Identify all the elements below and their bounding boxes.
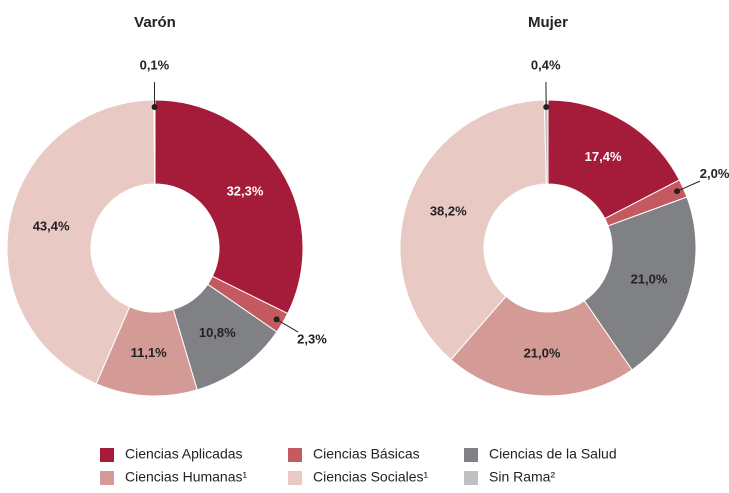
slice bbox=[155, 100, 303, 314]
value-label: 2,0% bbox=[700, 166, 729, 181]
leader-dot bbox=[543, 104, 549, 110]
legend-swatch bbox=[288, 471, 302, 485]
value-label: 0,4% bbox=[531, 57, 561, 72]
value-label: 21,0% bbox=[631, 272, 668, 287]
chart-title: Varón bbox=[134, 14, 176, 31]
leader-dot bbox=[152, 104, 158, 110]
value-label: 10,8% bbox=[199, 325, 236, 340]
leader-dot bbox=[674, 188, 680, 194]
value-label: 2,3% bbox=[297, 332, 327, 347]
value-label: 11,1% bbox=[131, 345, 168, 360]
legend-label: Ciencias Sociales¹ bbox=[313, 469, 428, 485]
legend-swatch bbox=[464, 448, 478, 462]
value-label: 0,1% bbox=[140, 57, 170, 72]
legend-swatch bbox=[100, 471, 114, 485]
legend-label: Ciencias Básicas bbox=[313, 446, 420, 462]
legend-swatch bbox=[288, 448, 302, 462]
legend-label: Ciencias Aplicadas bbox=[125, 446, 243, 462]
value-label: 17,4% bbox=[585, 149, 622, 164]
legend-label: Ciencias de la Salud bbox=[489, 446, 617, 462]
chart-title: Mujer bbox=[528, 14, 568, 31]
value-label: 21,0% bbox=[524, 345, 561, 360]
value-label: 43,4% bbox=[33, 218, 70, 233]
value-label: 32,3% bbox=[227, 183, 264, 198]
legend-label: Ciencias Humanas¹ bbox=[125, 469, 247, 485]
legend-label: Sin Rama² bbox=[489, 469, 555, 485]
value-label: 38,2% bbox=[430, 204, 467, 219]
leader-dot bbox=[274, 316, 280, 322]
slice bbox=[154, 100, 155, 184]
legend-swatch bbox=[464, 471, 478, 485]
legend-swatch bbox=[100, 448, 114, 462]
